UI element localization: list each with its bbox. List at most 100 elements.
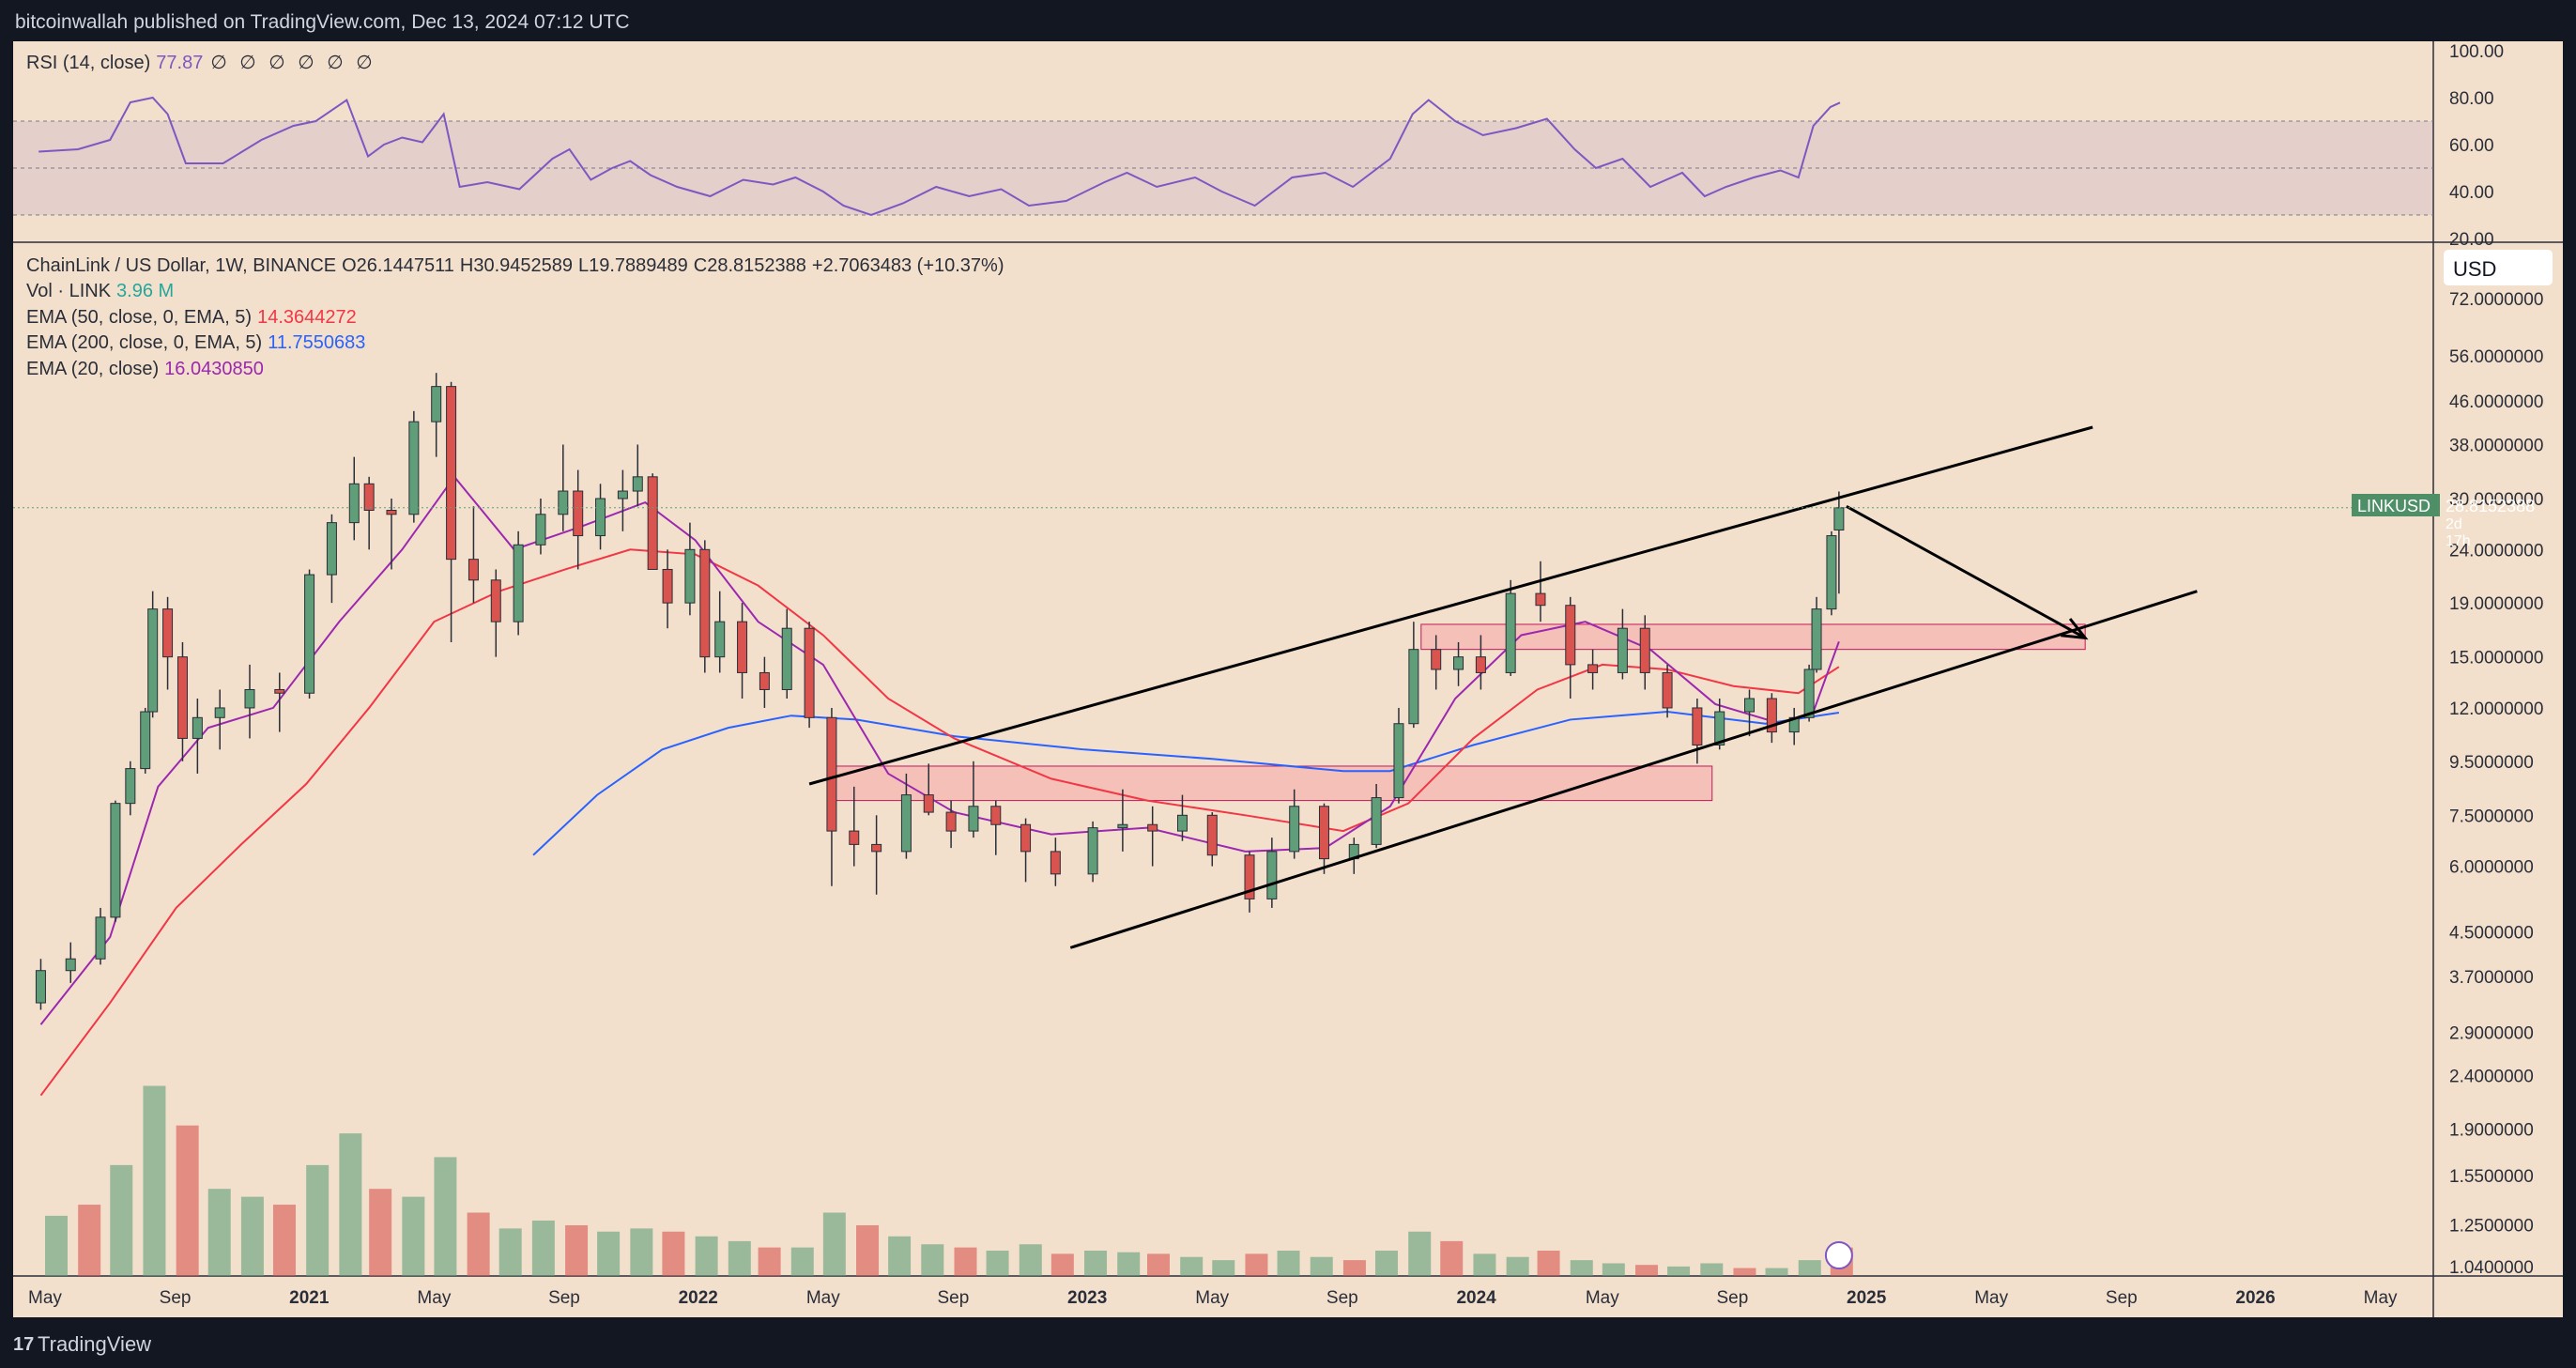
candle-body [244,688,255,709]
volume-bar [434,1157,457,1276]
candle-body [1431,649,1442,670]
price-tick-label: 1.9000000 [2449,1120,2534,1140]
rsi-tick-label: 40.00 [2449,183,2494,203]
price-tick-label: 38.0000000 [2449,436,2543,455]
candle-body [1617,627,1628,673]
candle-body [826,716,837,832]
volume-bar [790,1247,814,1276]
candle-body [1408,649,1419,725]
ema200-title: EMA (200, close, 0, EMA, 5) [26,332,263,353]
symbol-title: ChainLink / US Dollar, 1W, BINANCE [26,255,337,276]
candle-body [140,711,151,770]
candle-body [684,548,696,604]
volume-bar [272,1205,296,1276]
volume-bar [822,1212,846,1276]
candle-body [900,794,912,853]
volume-bar [369,1189,392,1276]
currency-button[interactable]: USD [2444,250,2553,285]
volume-bar [1374,1251,1398,1276]
volume-bar [921,1244,944,1276]
candle-body [1505,592,1516,673]
candle-body [535,514,546,546]
price-legend[interactable]: ChainLink / US Dollar, 1W, BINANCE O26.14… [26,255,1004,277]
tradingview-logo-icon[interactable]: 17 [13,1334,35,1355]
ema200-line [532,711,1840,856]
time-tick-label: May [28,1288,62,1308]
candle-body [1050,851,1061,875]
volume-bar [888,1236,912,1276]
candle-body [1117,823,1128,829]
volume-title: Vol · LINK [26,281,112,301]
price-tick-label: 1.0400000 [2449,1258,2534,1278]
time-tick-label: Sep [2106,1288,2138,1308]
ema200-legend[interactable]: EMA (200, close, 0, EMA, 5) 11.7550683 [26,332,365,354]
candle-body [446,386,457,561]
volume-bar [1765,1268,1788,1276]
time-tick-label: 2025 [1847,1288,1887,1308]
tradingview-brand[interactable]: TradingView [38,1332,152,1356]
candle-body [125,768,136,805]
volume-bar [45,1215,68,1276]
volume-bar [1117,1252,1141,1276]
price-tick-label: 3.7000000 [2449,968,2534,988]
volume-bar [110,1164,133,1276]
candle-body [647,476,658,570]
candle-body [1714,711,1725,745]
candle-body [192,716,203,739]
time-tick-label: May [2364,1288,2398,1308]
arrow-head [2061,618,2089,640]
volume-legend[interactable]: Vol · LINK 3.96 M [26,281,174,302]
price-tick-label: 9.5000000 [2449,753,2534,773]
price-tick-label: 56.0000000 [2449,347,2543,367]
candle-body [1244,854,1255,899]
trendline [1069,590,2198,949]
price-tick-label: 2.4000000 [2449,1068,2534,1087]
volume-value: 3.96 M [116,281,175,301]
candle-body [1289,806,1300,853]
support-resistance-zone [1420,623,2086,651]
candle-body [871,843,882,853]
star-icon [1824,1241,1853,1269]
candle-body [1475,656,1486,673]
rsi-legend[interactable]: RSI (14, close) 77.87 ∅ ∅ ∅ ∅ ∅ ∅ [26,51,376,74]
volume-bar [856,1225,880,1276]
candle-body [304,574,315,694]
rsi-tick-label: 60.00 [2449,136,2494,156]
candle-body [110,803,121,918]
candle-body [1811,608,1822,670]
footer-bar: 17 TradingView [0,1317,2576,1368]
ema20-legend[interactable]: EMA (20, close) 16.0430850 [26,359,264,380]
candle-body [558,490,569,515]
candle-body [348,483,360,524]
ema50-value: 14.3644272 [257,307,357,328]
candle-body [1692,707,1703,745]
volume-bar [207,1189,231,1276]
candle-body [1535,592,1546,607]
volume-bar [1212,1260,1235,1276]
candle-body [513,544,524,623]
volume-bar [176,1125,199,1276]
time-tick-label: May [1586,1288,1619,1308]
ema50-legend[interactable]: EMA (50, close, 0, EMA, 5) 14.3644272 [26,307,357,329]
chart-frame[interactable]: 100.00 80.00 60.00 40.00 20.00 72.0000000 56.0… [13,41,2563,1317]
candle-body [147,608,159,713]
candle-body [1176,814,1188,832]
candle-body [804,627,815,718]
price-tick-label: 30.0000000 [2449,490,2543,510]
candle-body [1266,851,1278,899]
candle-body [968,806,979,832]
candle-body [1393,723,1404,799]
price-tick-label: 72.0000000 [2449,290,2543,310]
rsi-tick-label: 100.00 [2449,42,2504,62]
chart-canvas[interactable]: 100.00 80.00 60.00 40.00 20.00 72.0000000 56.0… [13,41,2563,1317]
time-tick-label: 2021 [289,1288,330,1308]
candle-body [1565,605,1576,666]
candle-body [162,608,174,658]
price-tick-label: 19.0000000 [2449,594,2543,614]
change-value: +2.7063483 (+10.37%) [811,255,1004,276]
volume-bar [954,1247,977,1276]
volume-bar [402,1196,425,1276]
candle-body [573,490,584,537]
projection-arrow [1846,504,2086,639]
close-value: C28.8152388 [693,255,806,276]
